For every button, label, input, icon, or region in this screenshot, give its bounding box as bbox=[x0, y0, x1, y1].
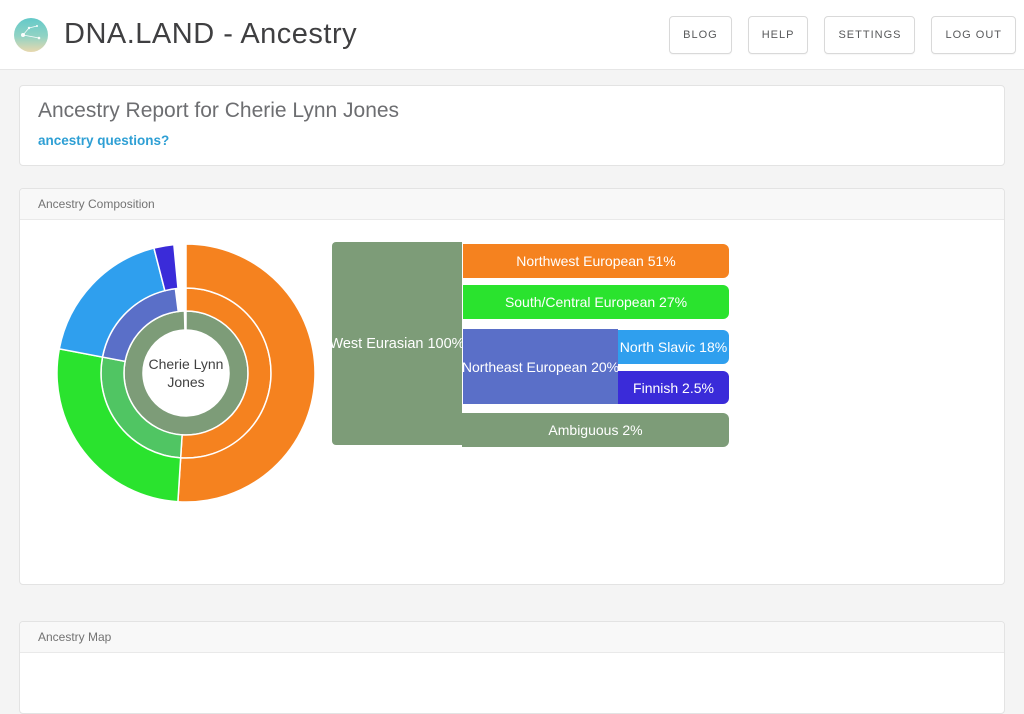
icicle-label-north-slavic: North Slavic 18% bbox=[619, 339, 728, 355]
logout-button[interactable]: LOG OUT bbox=[931, 15, 1016, 54]
ancestry-questions-link[interactable]: ancestry questions? bbox=[38, 133, 170, 148]
sunburst-segment-finnish[interactable] bbox=[153, 243, 179, 292]
ancestry-composition-panel: Ancestry Composition Cherie Lynn Jones W… bbox=[19, 188, 1005, 585]
icicle-label-west-eurasian: West Eurasian 100% bbox=[329, 335, 465, 352]
icicle-block-northeast-european[interactable]: Northeast European 20% bbox=[461, 329, 620, 404]
top-nav: BLOG HELP SETTINGS LOG OUT bbox=[653, 15, 1016, 54]
icicle-label-northeast-european: Northeast European 20% bbox=[461, 358, 620, 375]
sunburst-segment-northwest-european[interactable] bbox=[177, 243, 316, 503]
icicle-block-ambiguous[interactable]: Ambiguous 2% bbox=[462, 413, 729, 447]
blog-button[interactable]: BLOG bbox=[669, 15, 732, 54]
help-button[interactable]: HELP bbox=[747, 15, 809, 54]
icicle-label-finnish: Finnish 2.5% bbox=[633, 379, 714, 396]
icicle-block-northwest-european[interactable]: Northwest European 51% bbox=[463, 244, 729, 278]
icicle-label-south-central-european: South/Central European 27% bbox=[504, 294, 688, 310]
app-header: DNA.LAND - Ancestry BLOG HELP SETTINGS L… bbox=[0, 0, 1024, 70]
map-panel-body bbox=[20, 653, 1004, 713]
ancestry-map-panel: Ancestry Map bbox=[19, 621, 1005, 714]
page-title: DNA.LAND - Ancestry bbox=[64, 18, 358, 50]
icicle-block-finnish[interactable]: Finnish 2.5% bbox=[618, 371, 729, 404]
settings-button[interactable]: SETTINGS bbox=[824, 15, 916, 54]
main-content: Ancestry Report for Cherie Lynn Jones an… bbox=[0, 70, 1024, 714]
sunburst-center-name-line2: Jones bbox=[167, 374, 204, 390]
icicle-label-ambiguous: Ambiguous 2% bbox=[548, 422, 643, 438]
sunburst-segment-south-central-european[interactable] bbox=[56, 347, 182, 503]
report-title: Ancestry Report for Cherie Lynn Jones bbox=[38, 99, 400, 122]
map-panel-header: Ancestry Map bbox=[20, 622, 1004, 653]
sunburst-center-name-line1: Cherie Lynn bbox=[149, 356, 224, 372]
dna-land-logo-icon[interactable] bbox=[14, 17, 48, 52]
brand: DNA.LAND - Ancestry bbox=[14, 17, 653, 52]
icicle-block-west-eurasian[interactable]: West Eurasian 100% bbox=[329, 242, 465, 445]
report-card: Ancestry Report for Cherie Lynn Jones an… bbox=[19, 85, 1005, 166]
icicle-block-south-central-european[interactable]: South/Central European 27% bbox=[463, 285, 729, 319]
composition-panel-header: Ancestry Composition bbox=[20, 189, 1004, 220]
composition-panel-body: Cherie Lynn Jones West Eurasian 100% Nor… bbox=[20, 220, 1004, 584]
icicle-block-north-slavic[interactable]: North Slavic 18% bbox=[618, 330, 729, 364]
composition-icicle-chart: West Eurasian 100% Northwest European 51… bbox=[329, 242, 729, 448]
sunburst-chart: Cherie Lynn Jones bbox=[56, 243, 316, 503]
icicle-label-northwest-european: Northwest European 51% bbox=[516, 253, 676, 269]
